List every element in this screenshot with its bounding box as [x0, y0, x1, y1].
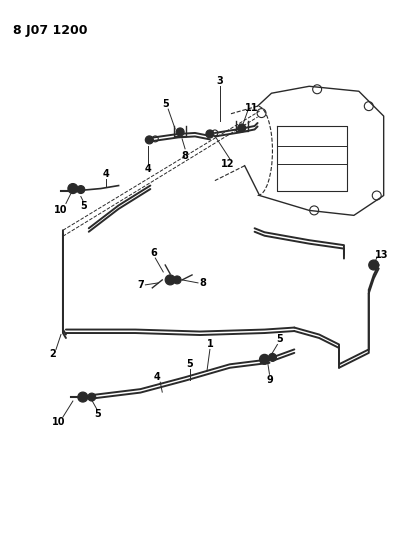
Circle shape — [78, 392, 88, 402]
Text: 6: 6 — [150, 248, 157, 258]
Circle shape — [145, 136, 153, 144]
Circle shape — [165, 275, 175, 285]
Text: 5: 5 — [80, 201, 87, 212]
Circle shape — [77, 185, 85, 193]
Text: 10: 10 — [52, 417, 66, 427]
Text: 8: 8 — [182, 151, 188, 161]
Text: 5: 5 — [187, 359, 193, 369]
Text: 4: 4 — [102, 168, 109, 179]
Text: 5: 5 — [162, 99, 169, 109]
Circle shape — [260, 354, 269, 365]
Circle shape — [369, 260, 379, 270]
Text: 4: 4 — [154, 372, 161, 382]
Text: 12: 12 — [221, 159, 234, 169]
Text: 7: 7 — [137, 280, 144, 290]
Circle shape — [173, 276, 181, 284]
Text: 8: 8 — [199, 278, 206, 288]
Circle shape — [206, 130, 214, 138]
Circle shape — [88, 393, 96, 401]
Text: 13: 13 — [375, 250, 388, 260]
Text: 11: 11 — [245, 103, 258, 113]
Text: 8 J07 1200: 8 J07 1200 — [13, 24, 88, 37]
Circle shape — [176, 128, 184, 136]
Text: 5: 5 — [94, 409, 101, 419]
Text: 3: 3 — [216, 76, 223, 86]
Circle shape — [238, 124, 245, 132]
Text: 2: 2 — [50, 349, 56, 359]
Text: 4: 4 — [145, 164, 152, 174]
Text: 10: 10 — [54, 205, 68, 215]
Circle shape — [268, 353, 277, 361]
Text: 9: 9 — [266, 375, 273, 385]
Text: 5: 5 — [276, 335, 283, 344]
Text: 1: 1 — [206, 340, 213, 350]
Circle shape — [68, 183, 78, 193]
